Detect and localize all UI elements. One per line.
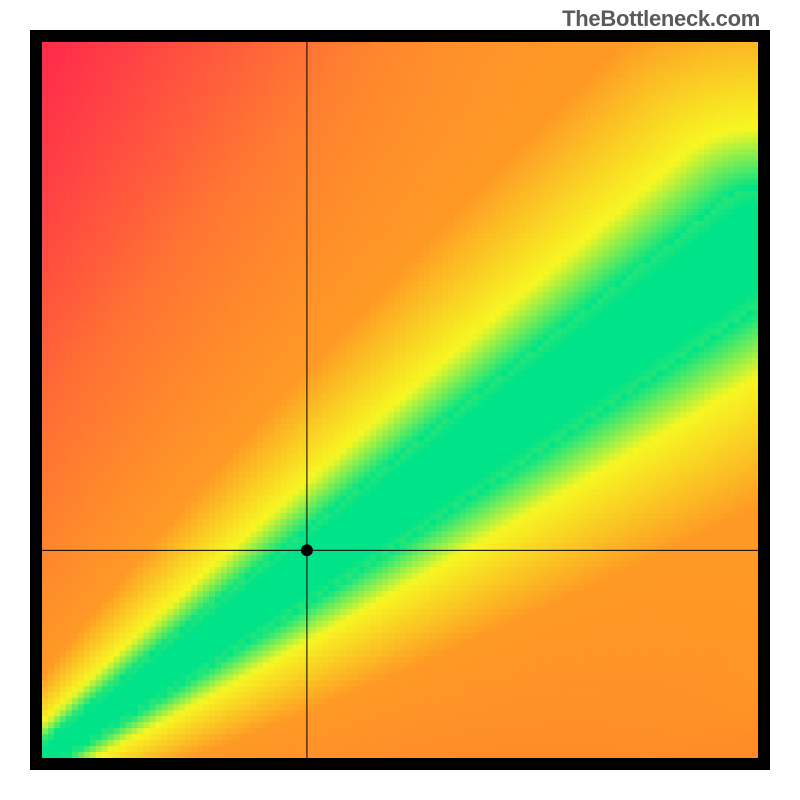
heatmap-canvas: [30, 30, 770, 770]
plot-area: [30, 30, 770, 770]
chart-container: TheBottleneck.com: [0, 0, 800, 800]
watermark-text: TheBottleneck.com: [562, 6, 760, 32]
